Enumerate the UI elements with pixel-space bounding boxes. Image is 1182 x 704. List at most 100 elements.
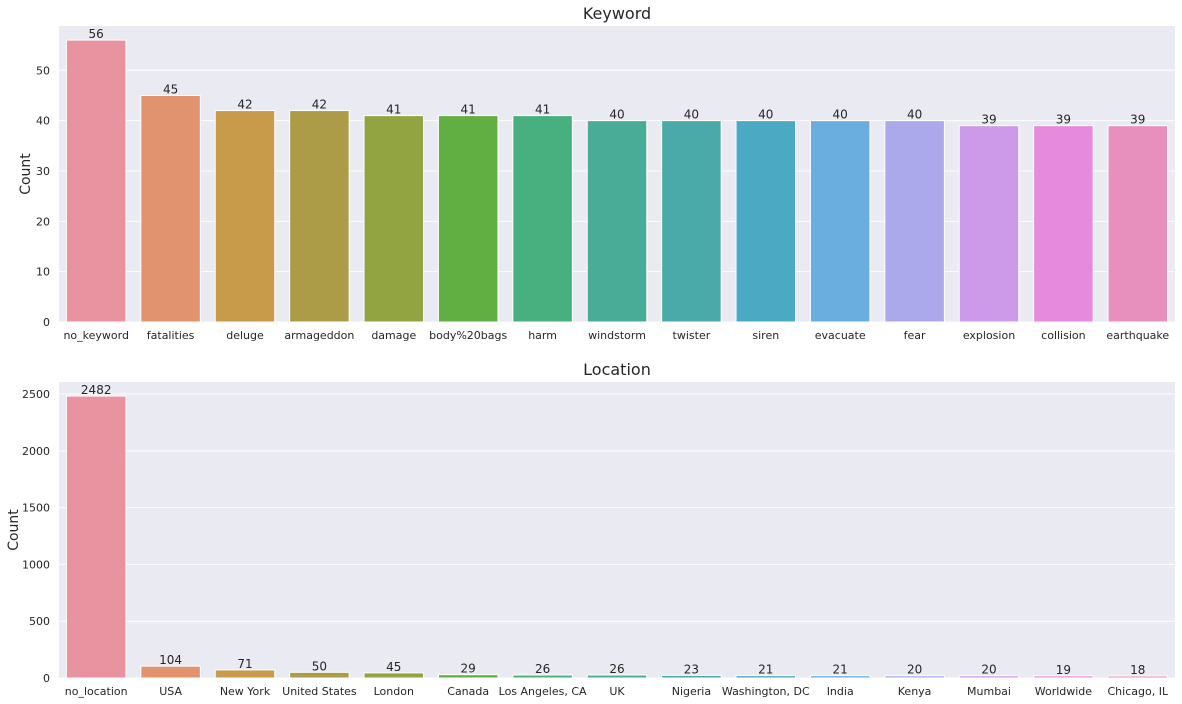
data-label: 40 [907,108,922,122]
x-tick-label: Mumbai [967,685,1011,698]
x-tick-label: UK [609,685,625,698]
x-tick-label: evacuate [815,329,866,342]
data-label: 41 [535,103,550,117]
data-label: 45 [386,660,401,674]
bar [437,115,499,323]
y-tick-label: 1000 [22,558,50,571]
data-label: 71 [237,657,252,671]
data-label: 42 [237,98,252,112]
y-tick-label: 20 [36,215,50,228]
bar [809,120,871,323]
chart-keyword: 56 45 42 42 41 41 41 40 40 40 40 40 39 39 39 0 10 20 30 40… [18,4,1175,342]
bar [363,115,425,323]
data-label: 19 [1056,663,1071,677]
bars-keyword [65,39,1169,323]
x-tick-label: Washington, DC [722,685,810,698]
bar [1107,125,1169,323]
bar [1107,675,1169,679]
x-tick-label: Nigeria [672,685,711,698]
bar [1033,675,1094,679]
data-labels-keyword: 56 45 42 42 41 41 41 40 40 40 40 40 39 39 39 [89,27,1146,127]
x-tick-label: deluge [226,329,264,342]
bar [735,675,797,679]
x-tick-label: twister [673,329,711,342]
y-tick-label: 0 [43,316,50,329]
data-label: 21 [758,663,773,677]
data-labels-location: 2482 104 71 50 45 29 26 26 23 21 21 20 20 19 18 [81,383,1146,677]
x-tick-label: United States [282,685,357,698]
data-label: 26 [609,662,624,676]
y-tick-label: 0 [43,672,50,685]
plot-area-location [59,382,1175,678]
x-tick-label: earthquake [1106,329,1169,342]
x-tick-label: New York [220,685,271,698]
x-tick-label: London [374,685,414,698]
data-label: 29 [461,662,476,676]
bar [65,395,127,679]
bar [884,675,945,679]
bar [586,120,648,323]
y-axis-label-location: Count [6,509,22,551]
x-tick-label: damage [371,329,416,342]
x-tick-label: Chicago, IL [1108,685,1169,698]
bar [437,674,499,679]
y-tick-label: 2500 [22,388,50,401]
y-ticks-keyword: 0 10 20 30 40 50 [36,64,50,329]
x-tick-label: India [827,685,854,698]
x-ticks-location: no_location USA New York United States Londo… [65,685,1169,698]
x-tick-label: Canada [447,685,489,698]
bar [586,674,648,679]
bar [289,110,350,323]
data-label: 39 [1130,113,1145,127]
data-label: 20 [981,663,996,677]
data-label: 40 [609,108,624,122]
bar [958,125,1020,323]
x-tick-label: no_keyword [63,329,129,342]
chart-title-location: Location [583,360,651,379]
data-label: 40 [684,108,699,122]
bar [65,39,127,323]
bar [289,671,350,679]
bars-location [65,395,1169,679]
x-tick-label: fear [904,329,926,342]
data-label: 45 [163,82,178,96]
bar [809,675,871,679]
bar [884,120,945,323]
data-label: 21 [833,663,848,677]
x-tick-label: windstorm [588,329,646,342]
bar [735,120,797,323]
chart-location: 2482 104 71 50 45 29 26 26 23 21 21 20 20 19 18 0 500 10… [6,360,1175,698]
data-label: 104 [159,653,182,667]
y-tick-label: 10 [36,266,50,279]
chart-title-keyword: Keyword [583,4,651,23]
y-ticks-location: 0 500 1000 1500 2000 2500 [22,388,50,685]
bar [214,669,276,679]
data-label: 39 [981,113,996,127]
y-axis-label-keyword: Count [18,153,34,195]
bar [140,665,201,679]
data-label: 39 [1056,113,1071,127]
x-tick-label: Kenya [898,685,932,698]
x-tick-label: USA [159,685,182,698]
bar [958,675,1020,679]
data-label: 41 [461,103,476,117]
y-tick-label: 2000 [22,445,50,458]
data-label: 2482 [81,383,112,397]
x-tick-label: fatalities [147,329,195,342]
bar [363,672,425,679]
x-tick-label: no_location [65,685,128,698]
x-tick-label: collision [1041,329,1085,342]
data-label: 40 [758,108,773,122]
bar [214,110,276,323]
bar [661,120,722,323]
y-tick-label: 500 [29,615,50,628]
data-label: 41 [386,103,401,117]
bar [661,674,722,679]
x-tick-label: Worldwide [1035,685,1093,698]
x-tick-label: harm [528,329,557,342]
y-tick-label: 30 [36,165,50,178]
x-tick-label: Los Angeles, CA [499,685,587,698]
bar [140,94,201,323]
bar [512,674,573,679]
